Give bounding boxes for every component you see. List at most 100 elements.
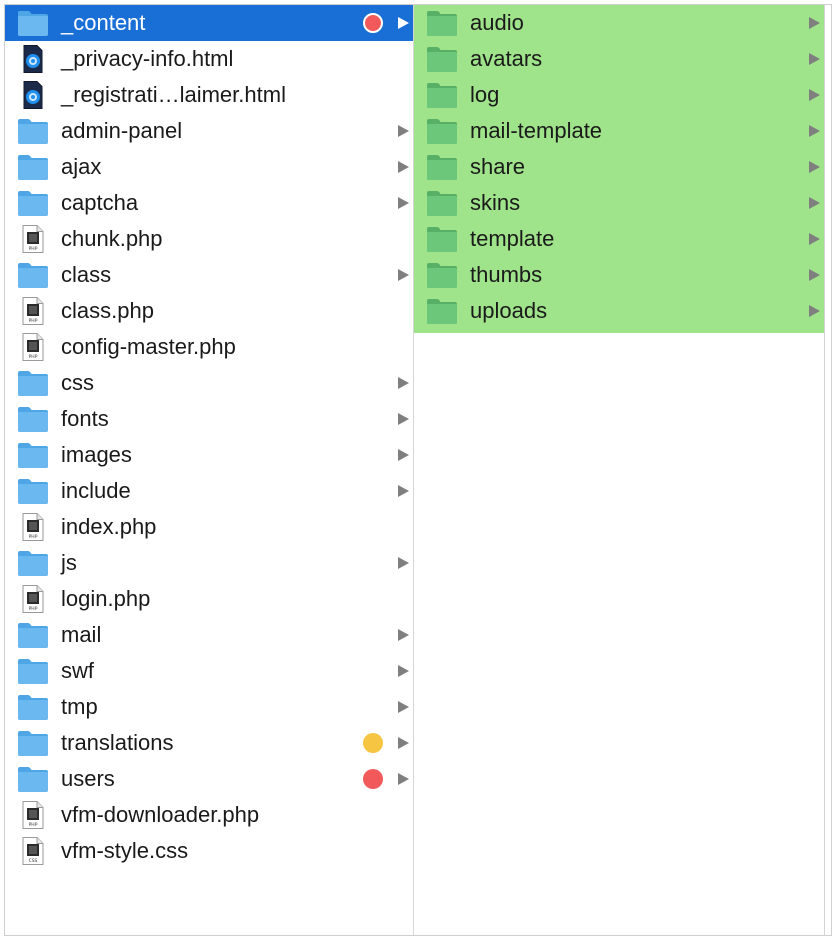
disclosure-arrow-icon[interactable] xyxy=(398,629,409,641)
left-item-index-php[interactable]: PHP index.php xyxy=(5,509,413,545)
folder-icon xyxy=(17,693,49,721)
item-label: admin-panel xyxy=(61,118,183,143)
disclosure-arrow-icon[interactable] xyxy=(398,665,409,677)
right-item-log[interactable]: log xyxy=(414,77,824,113)
disclosure-arrow-icon[interactable] xyxy=(809,269,820,281)
right-item-thumbs[interactable]: thumbs xyxy=(414,257,824,293)
disclosure-arrow-icon[interactable] xyxy=(398,17,409,29)
folder-icon xyxy=(17,405,49,433)
right-item-template[interactable]: template xyxy=(414,221,824,257)
disclosure-arrow-icon[interactable] xyxy=(398,449,409,461)
folder-icon xyxy=(426,117,458,145)
left-item-login-php[interactable]: PHP login.php xyxy=(5,581,413,617)
left-item-swf[interactable]: swf xyxy=(5,653,413,689)
folder-icon xyxy=(17,153,49,181)
item-label: class xyxy=(61,262,112,287)
right-item-audio[interactable]: audio xyxy=(414,5,824,41)
column-browser: _content _privacy-info.html _registrati…la… xyxy=(4,4,832,936)
left-item-fonts[interactable]: fonts xyxy=(5,401,413,437)
disclosure-arrow-icon[interactable] xyxy=(809,305,820,317)
disclosure-arrow-icon[interactable] xyxy=(398,773,409,785)
folder-icon xyxy=(17,117,49,145)
left-item-privacy-info-html[interactable]: _privacy-info.html xyxy=(5,41,413,77)
right-item-mail-template[interactable]: mail-template xyxy=(414,113,824,149)
item-label: tmp xyxy=(61,694,98,719)
disclosure-arrow-icon[interactable] xyxy=(809,17,820,29)
left-column[interactable]: _content _privacy-info.html _registrati…la… xyxy=(5,5,414,935)
left-item-config-master-php[interactable]: PHP config-master.php xyxy=(5,329,413,365)
item-label: vfm-style.css xyxy=(61,838,189,863)
disclosure-arrow-icon[interactable] xyxy=(398,197,409,209)
folder-icon xyxy=(426,9,458,37)
left-item-chunk-php[interactable]: PHP chunk.php xyxy=(5,221,413,257)
disclosure-arrow-icon[interactable] xyxy=(398,737,409,749)
disclosure-arrow-icon[interactable] xyxy=(398,125,409,137)
disclosure-arrow-icon[interactable] xyxy=(398,161,409,173)
item-label: include xyxy=(61,478,131,503)
right-item-skins[interactable]: skins xyxy=(414,185,824,221)
disclosure-arrow-icon[interactable] xyxy=(809,197,820,209)
right-column[interactable]: audio avatars log mail-template share skins te… xyxy=(414,5,825,935)
left-item-tmp[interactable]: tmp xyxy=(5,689,413,725)
disclosure-arrow-icon[interactable] xyxy=(398,701,409,713)
item-label: login.php xyxy=(61,586,151,611)
left-item-class-php[interactable]: PHP class.php xyxy=(5,293,413,329)
folder-icon xyxy=(426,189,458,217)
item-label: swf xyxy=(61,658,94,683)
left-item-images[interactable]: images xyxy=(5,437,413,473)
left-item-admin-panel[interactable]: admin-panel xyxy=(5,113,413,149)
item-label: images xyxy=(61,442,132,467)
left-item-js[interactable]: js xyxy=(5,545,413,581)
red-tag-dot xyxy=(363,13,383,33)
left-item-content[interactable]: _content xyxy=(5,5,413,41)
item-label: thumbs xyxy=(470,262,543,287)
disclosure-arrow-icon[interactable] xyxy=(398,413,409,425)
right-item-uploads[interactable]: uploads xyxy=(414,293,824,329)
disclosure-arrow-icon[interactable] xyxy=(809,53,820,65)
item-label: mail xyxy=(61,622,102,647)
folder-icon xyxy=(17,657,49,685)
folder-icon xyxy=(17,261,49,289)
disclosure-arrow-icon[interactable] xyxy=(398,377,409,389)
folder-icon xyxy=(17,549,49,577)
folder-icon xyxy=(17,441,49,469)
php-file-icon: PHP xyxy=(17,297,49,325)
right-item-share[interactable]: share xyxy=(414,149,824,185)
item-label: skins xyxy=(470,190,521,215)
folder-icon xyxy=(426,81,458,109)
disclosure-arrow-icon[interactable] xyxy=(809,89,820,101)
yellow-tag-dot xyxy=(363,733,383,753)
item-label: audio xyxy=(470,10,524,35)
item-label: ajax xyxy=(61,154,102,179)
left-item-css[interactable]: css xyxy=(5,365,413,401)
php-file-icon: PHP xyxy=(17,513,49,541)
item-label: translations xyxy=(61,730,174,755)
left-item-include[interactable]: include xyxy=(5,473,413,509)
left-item-mail[interactable]: mail xyxy=(5,617,413,653)
left-item-users[interactable]: users xyxy=(5,761,413,797)
svg-text:PHP: PHP xyxy=(29,606,38,612)
left-item-registrati-laimer-html[interactable]: _registrati…laimer.html xyxy=(5,77,413,113)
folder-icon xyxy=(17,729,49,757)
disclosure-arrow-icon[interactable] xyxy=(398,557,409,569)
left-item-ajax[interactable]: ajax xyxy=(5,149,413,185)
item-label: chunk.php xyxy=(61,226,163,251)
disclosure-arrow-icon[interactable] xyxy=(398,485,409,497)
folder-icon xyxy=(17,765,49,793)
left-item-vfm-style-css[interactable]: CSS vfm-style.css xyxy=(5,833,413,869)
php-file-icon: PHP xyxy=(17,801,49,829)
disclosure-arrow-icon[interactable] xyxy=(398,269,409,281)
item-label: js xyxy=(61,550,77,575)
left-item-class[interactable]: class xyxy=(5,257,413,293)
item-label: _content xyxy=(61,10,146,35)
disclosure-arrow-icon[interactable] xyxy=(809,233,820,245)
item-label: vfm-downloader.php xyxy=(61,802,260,827)
item-label: template xyxy=(470,226,555,251)
left-item-translations[interactable]: translations xyxy=(5,725,413,761)
left-item-vfm-downloader-php[interactable]: PHP vfm-downloader.php xyxy=(5,797,413,833)
left-item-captcha[interactable]: captcha xyxy=(5,185,413,221)
item-label: mail-template xyxy=(470,118,603,143)
disclosure-arrow-icon[interactable] xyxy=(809,161,820,173)
disclosure-arrow-icon[interactable] xyxy=(809,125,820,137)
right-item-avatars[interactable]: avatars xyxy=(414,41,824,77)
